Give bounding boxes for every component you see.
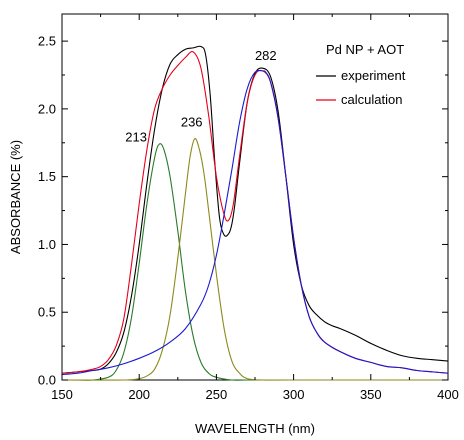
x-tick-label: 350 xyxy=(360,387,382,402)
legend: Pd NP + AOT experiment calculation xyxy=(316,42,406,107)
series-line-experiment xyxy=(61,45,449,374)
y-axis-title: ABSORBANCE (%) xyxy=(8,140,23,254)
y-tick-label: 1.5 xyxy=(38,169,56,184)
legend-label-calculation: calculation xyxy=(341,92,402,107)
x-tick-label: 300 xyxy=(283,387,305,402)
series-line-component-4 xyxy=(61,69,449,376)
y-tick-label: 2.5 xyxy=(38,34,56,49)
x-tick-label: 400 xyxy=(437,387,459,402)
series-line-component-2 xyxy=(61,143,448,381)
y-tick-label: 0.5 xyxy=(38,305,56,320)
y-tick-label: 0.0 xyxy=(38,373,56,388)
peak-label-213: 213 xyxy=(125,129,147,144)
x-tick-label: 200 xyxy=(128,387,150,402)
y-tick-label: 1.0 xyxy=(38,237,56,252)
y-tick-label: 2.0 xyxy=(38,101,56,116)
series-curves xyxy=(61,45,449,381)
legend-label-experiment: experiment xyxy=(341,68,406,83)
axis-ticks: 150 200 250 300 350 400 0.0 0.5 1.0 1.5 2.0 2.5 xyxy=(38,14,459,402)
x-tick-label: 250 xyxy=(206,387,228,402)
peak-label-236: 236 xyxy=(181,115,203,130)
legend-title: Pd NP + AOT xyxy=(326,42,404,57)
peak-label-282: 282 xyxy=(255,48,277,63)
x-tick-label: 150 xyxy=(51,387,73,402)
series-line-component-3 xyxy=(61,138,448,381)
x-axis-title: WAVELENGTH (nm) xyxy=(195,421,315,436)
peak-annotations: 213 236 282 xyxy=(125,48,276,144)
